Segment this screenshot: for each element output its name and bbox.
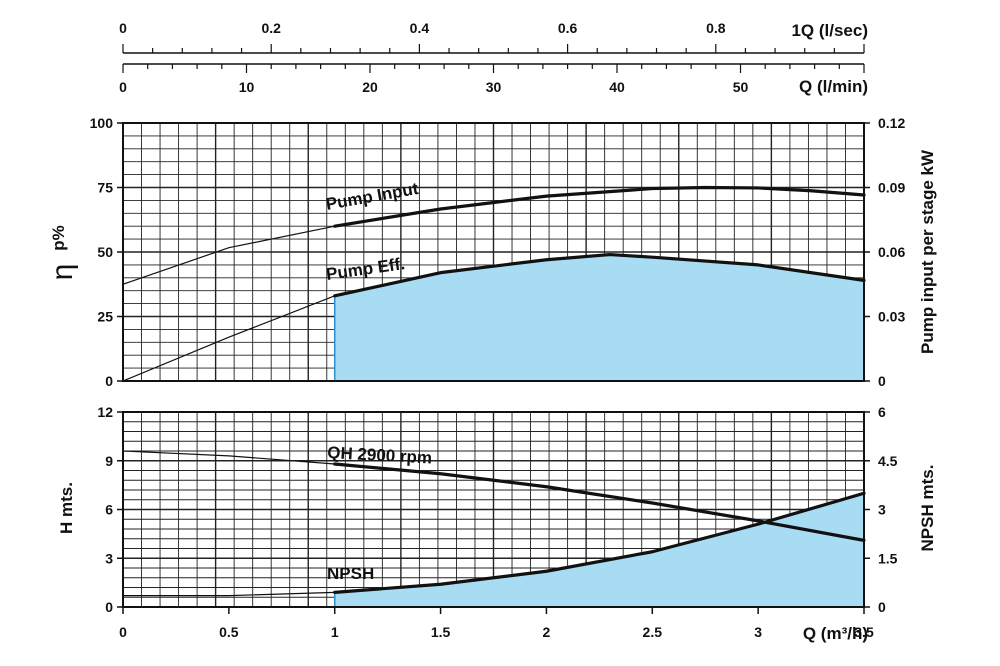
y-left-tick-label: 6 <box>105 502 113 518</box>
y-right-tick-label: 0 <box>878 373 886 389</box>
y-right-tick-label: 0.06 <box>878 244 905 260</box>
y-left-tick-label: 12 <box>97 404 113 420</box>
y-right-title: NPSH mts. <box>918 465 937 552</box>
top-axis-tick-label: 30 <box>486 79 502 95</box>
top-axis-tick-label: 0 <box>119 79 127 95</box>
y-right-tick-label: 3 <box>878 502 886 518</box>
y-right-tick-label: 6 <box>878 404 886 420</box>
series-line-0-0 <box>333 185 866 228</box>
series-fill-1-1 <box>334 493 864 607</box>
y-right-tick-label: 0.03 <box>878 309 905 325</box>
y-left-tick-label: 75 <box>97 180 113 196</box>
y-left-title-symbol: η <box>46 264 79 281</box>
series-label-pump-eff: Pump Eff. <box>325 254 406 284</box>
y-left-tick-label: 9 <box>105 453 113 469</box>
series-line-0-1 <box>333 252 866 298</box>
y-left-tick-label: 3 <box>105 550 113 566</box>
y-right-tick-label: 0 <box>878 599 886 615</box>
x-axis-tick-label: 2 <box>543 624 551 640</box>
top-axis-tick-label: 0 <box>119 20 127 36</box>
y-left-title-sub: p% <box>49 225 68 251</box>
y-left-tick-label: 0 <box>105 599 113 615</box>
x-axis-tick-label: 1.5 <box>431 624 451 640</box>
top-axis-tick-label: 0.4 <box>410 20 430 36</box>
y-left-tick-label: 50 <box>97 244 113 260</box>
bottom-panel-frame <box>117 411 870 608</box>
x-axis-tick-label: 1 <box>331 624 339 640</box>
y-right-tick-label: 1.5 <box>878 550 898 566</box>
y-right-title: Pump input per stage kW <box>918 149 937 354</box>
bottom-panel-curves <box>122 450 866 597</box>
top-axis-tick-label: 40 <box>609 79 625 95</box>
y-right-tick-label: 0.09 <box>878 180 905 196</box>
top-panel-curves <box>122 185 866 382</box>
x-axis-tick-label: 3 <box>754 624 762 640</box>
top-axis-2-title: Q (l/min) <box>799 77 868 96</box>
x-axis-tick-label: 3.5 <box>854 624 874 640</box>
efficiency-power-panel: 0 25 50 75 100 0 0.03 0.06 0.09 0.12 η p% Pump input… <box>46 115 937 389</box>
x-axis-tick-label: 0 <box>119 624 127 640</box>
y-left-tick-label: 100 <box>90 115 114 131</box>
top-axis-tick-label: 50 <box>733 79 749 95</box>
series-line-1-0 <box>333 462 866 542</box>
y-right-tick-label: 0.12 <box>878 115 905 131</box>
y-left-title: H mts. <box>57 482 76 534</box>
top-axis-tick-label: 10 <box>239 79 255 95</box>
top-panel-frame <box>117 122 870 382</box>
series-fill-0-1 <box>334 254 864 381</box>
bottom-panel-fills <box>333 493 865 607</box>
series-label-pump-input: Pump Input <box>324 179 420 214</box>
top-flow-axes: 0 0.2 0.4 0.6 0.8 0 10 20 30 40 50 1Q (l/sec) Q (l/m… <box>119 20 868 96</box>
top-panel-fills <box>333 254 865 381</box>
top-axis-tick-label: 20 <box>362 79 378 95</box>
top-axis-1-title: 1Q (l/sec) <box>791 21 868 40</box>
series-label-npsh: NPSH <box>327 564 374 583</box>
x-axis-tick-label: 0.5 <box>219 624 239 640</box>
top-axis-tick-label: 0.6 <box>558 20 578 36</box>
x-axis-title: Q (m³/h) <box>803 624 868 643</box>
y-left-tick-label: 0 <box>105 373 113 389</box>
x-axis-tick-label: 2.5 <box>643 624 663 640</box>
top-axis-tick-label: 0.2 <box>261 20 281 36</box>
bottom-panel-labels: 0 3 6 9 12 0 1.5 3 4.5 6 0 0.5 1 1.5 2 2.5 3 3.5Q (m³/h) H… <box>57 404 937 643</box>
head-npsh-panel: 0 3 6 9 12 0 1.5 3 4.5 6 0 0.5 1 1.5 2 2.5 3 3.5Q (m³/h) H… <box>57 404 937 643</box>
y-left-tick-label: 25 <box>97 309 113 325</box>
series-line-1-1 <box>333 491 866 594</box>
top-axis-tick-label: 0.8 <box>706 20 726 36</box>
y-right-tick-label: 4.5 <box>878 453 898 469</box>
